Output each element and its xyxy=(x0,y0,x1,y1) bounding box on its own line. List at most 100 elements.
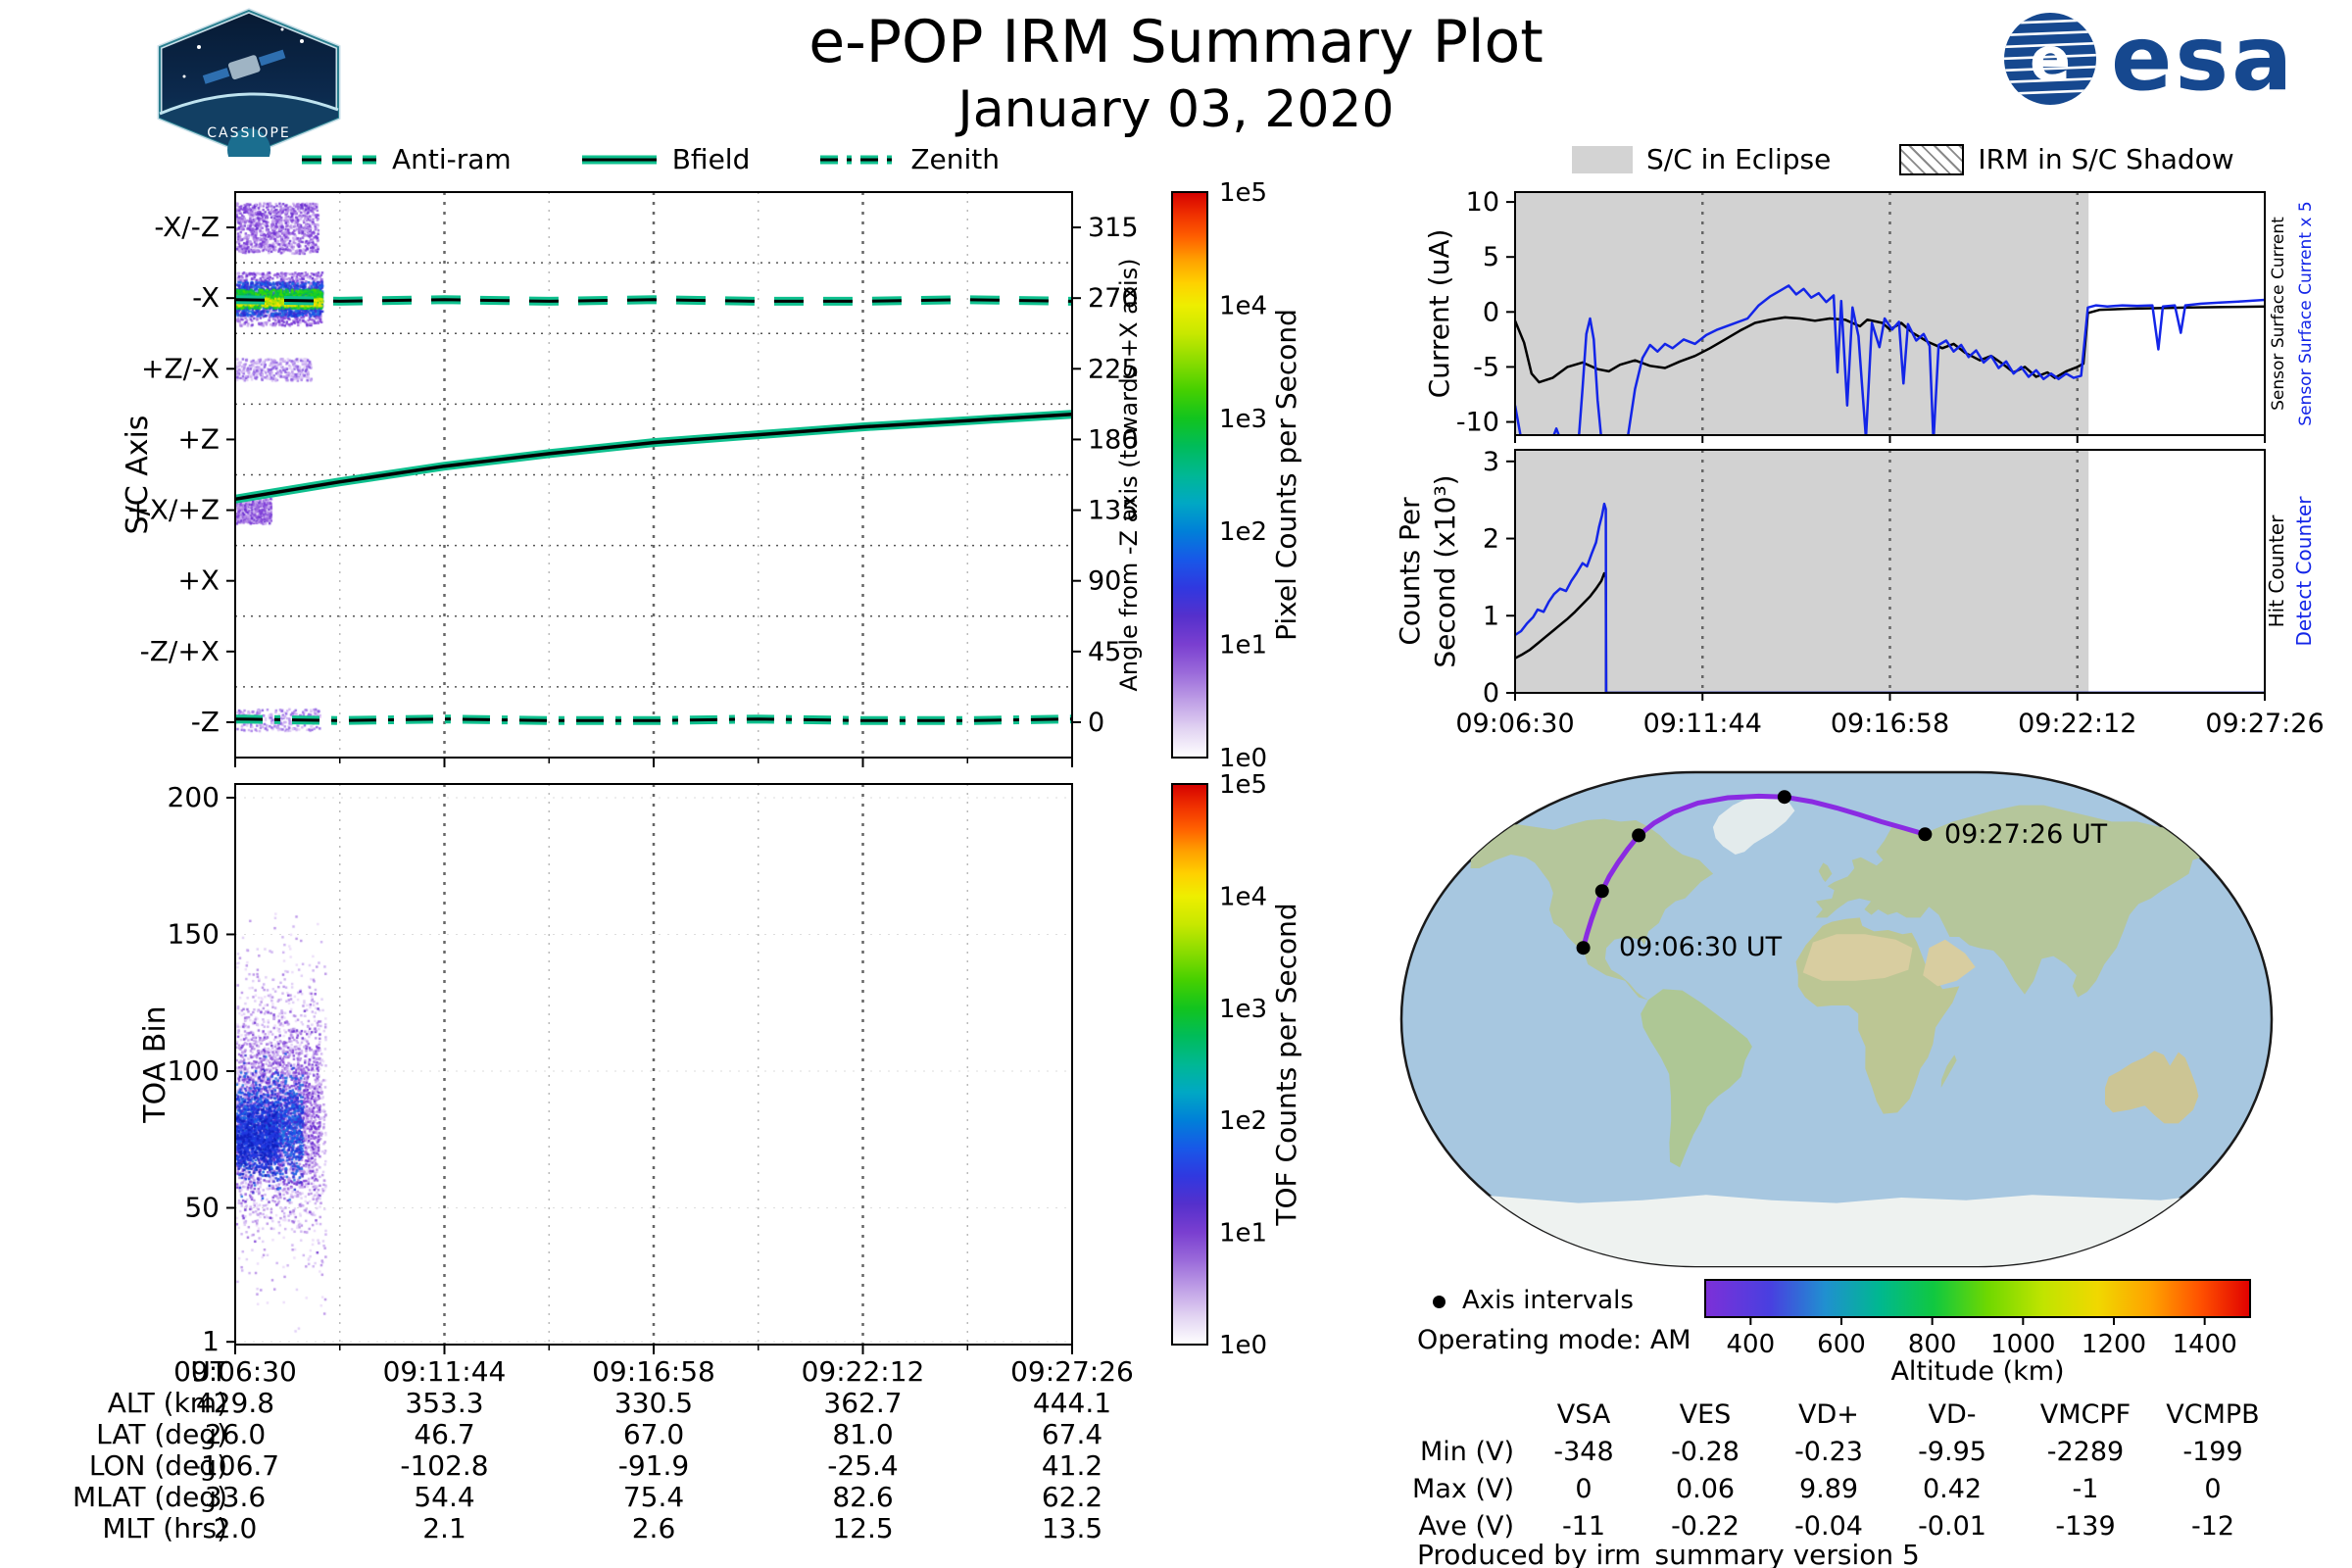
sc-axis-tick-label: -Z xyxy=(191,706,220,738)
sc-axis-tick-label: +Z xyxy=(177,422,220,455)
colorbar-tick-label: 1e4 xyxy=(1219,882,1267,911)
angle-tick-label: 270 xyxy=(1088,283,1139,314)
voltage-value: -199 xyxy=(2182,1437,2243,1467)
altitude-tick-label: 1200 xyxy=(2082,1330,2146,1359)
ephemeris-value: 82.6 xyxy=(832,1481,894,1513)
ephemeris-value: 09:11:44 xyxy=(382,1355,507,1388)
voltage-value: 0.06 xyxy=(1675,1474,1736,1504)
ephemeris-row-label: UT xyxy=(190,1355,227,1388)
ephemeris-value: 429.8 xyxy=(195,1387,275,1419)
ephemeris-value: 54.4 xyxy=(414,1481,475,1513)
footer-version-text: Produced by irm_summary version 5 xyxy=(1417,1539,1920,1568)
ephemeris-value: 75.4 xyxy=(622,1481,685,1513)
ephemeris-value: 46.7 xyxy=(414,1418,475,1450)
colorbar-tick-label: 1e5 xyxy=(1219,770,1267,800)
ephemeris-value: -106.7 xyxy=(190,1449,280,1482)
ephemeris-value: -91.9 xyxy=(617,1449,690,1482)
ephemeris-value: -102.8 xyxy=(400,1449,489,1482)
cassiope-patch-art: CASSIOPE xyxy=(157,8,341,172)
voltage-column-header: VMCPF xyxy=(2039,1399,2132,1430)
cassiope-mission-patch: CASSIOPE xyxy=(145,8,353,172)
y-tick-label: 1 xyxy=(1483,601,1499,631)
ephemeris-row-label: LON (deg) xyxy=(88,1449,227,1482)
toa-tick-label: 150 xyxy=(168,917,220,950)
voltage-value: -139 xyxy=(2055,1511,2116,1542)
ephemeris-value: 353.3 xyxy=(405,1387,484,1419)
voltage-value: -0.01 xyxy=(1918,1511,1986,1542)
y-tick-label: -10 xyxy=(1456,408,1499,438)
patch-mission-name: CASSIOPE xyxy=(207,125,291,141)
colorbar-tick-label: 1e0 xyxy=(1219,744,1267,773)
svg-text:e: e xyxy=(2030,24,2071,95)
colorbar-tick-label: 1e1 xyxy=(1219,1219,1267,1249)
map-start-time-label: 09:06:30 UT xyxy=(1619,932,1783,962)
colorbar-tick-label: 1e2 xyxy=(1219,517,1267,547)
hit-counter-label: Hit Counter xyxy=(2265,514,2288,627)
axis-intervals-label: Axis intervals xyxy=(1462,1286,1634,1315)
toa-bin-ylabel: TOA Bin xyxy=(138,1005,172,1123)
voltage-value: -11 xyxy=(1561,1511,1606,1542)
colorbar-tick-label: 1e4 xyxy=(1219,291,1267,320)
colorbar-tick-label: 1e3 xyxy=(1219,405,1267,434)
voltage-value: 0 xyxy=(1575,1474,1592,1504)
angle-tick-label: 180 xyxy=(1088,424,1139,455)
voltage-value: -0.23 xyxy=(1794,1437,1863,1467)
esa-wordmark: esa xyxy=(2111,6,2296,111)
esa-globe-icon: e xyxy=(2004,13,2096,105)
toa-tick-label: 100 xyxy=(168,1054,220,1087)
altitude-colorbar-label: Altitude (km) xyxy=(1890,1356,2065,1387)
toa-tick-label: 50 xyxy=(184,1191,220,1223)
legend-eclipse-label: S/C in Eclipse xyxy=(1646,143,1832,175)
angle-tick-label: 90 xyxy=(1088,566,1121,597)
voltage-column-header: VD- xyxy=(1928,1399,1977,1430)
y-tick-label: 5 xyxy=(1483,242,1499,272)
operating-mode-label: Operating mode: AM xyxy=(1417,1325,1691,1355)
altitude-tick-label: 1400 xyxy=(2173,1330,2237,1359)
ephemeris-value: 2.6 xyxy=(631,1512,676,1544)
sc-axis-tick-label: -X/-Z xyxy=(154,211,220,243)
time-tick-label: 09:27:26 xyxy=(2205,709,2324,739)
time-tick-label: 09:16:58 xyxy=(1831,709,1949,739)
ephemeris-value: 09:27:26 xyxy=(1010,1355,1134,1388)
ephemeris-value: 26.0 xyxy=(204,1418,267,1450)
voltage-value: -0.28 xyxy=(1671,1437,1740,1467)
tof-counts-colorbar-label: TOF Counts per Second xyxy=(1270,903,1302,1226)
map-end-time-label: 09:27:26 UT xyxy=(1944,819,2108,850)
ephemeris-value: 2.1 xyxy=(422,1512,466,1544)
voltage-value: 0.42 xyxy=(1922,1474,1983,1504)
time-tick-label: 09:22:12 xyxy=(2018,709,2136,739)
voltage-row-label: Max (V) xyxy=(1412,1474,1514,1504)
ephemeris-row-label: MLAT (deg) xyxy=(72,1481,227,1513)
ephemeris-value: 09:06:30 xyxy=(173,1355,297,1388)
voltage-column-header: VES xyxy=(1679,1399,1732,1430)
sc-axis-tick-label: +X/+Z xyxy=(126,494,220,526)
colorbar-tick-label: 1e0 xyxy=(1219,1331,1267,1360)
ephemeris-value: 33.6 xyxy=(204,1481,267,1513)
ephemeris-value: 09:16:58 xyxy=(592,1355,715,1388)
ephemeris-value: 330.5 xyxy=(613,1387,694,1419)
y-tick-label: 3 xyxy=(1483,447,1499,477)
header: e-POP IRM Summary Plot January 03, 2020 xyxy=(686,8,1666,139)
voltage-value: -348 xyxy=(1553,1437,1614,1467)
angle-axis-label: Angle from -Z axis (towards +X axis) xyxy=(1115,258,1143,691)
y-tick-label: 2 xyxy=(1483,524,1499,555)
detect-counter-label: Detect Counter xyxy=(2292,496,2316,647)
angle-tick-label: 45 xyxy=(1088,637,1121,667)
angle-tick-label: 0 xyxy=(1088,708,1104,738)
time-tick-label: 09:06:30 xyxy=(1455,709,1574,739)
voltage-column-header: VSA xyxy=(1556,1399,1611,1430)
voltage-column-header: VD+ xyxy=(1798,1399,1859,1430)
esa-logo: e esa xyxy=(1999,8,2295,110)
voltage-row-label: Ave (V) xyxy=(1418,1511,1514,1542)
ephemeris-value: 41.2 xyxy=(1041,1449,1103,1482)
pixel-counts-colorbar-label: Pixel Counts per Second xyxy=(1270,309,1302,641)
voltage-value: -0.04 xyxy=(1794,1511,1863,1542)
angle-tick-label: 135 xyxy=(1088,496,1139,526)
ephemeris-value: 13.5 xyxy=(1041,1512,1103,1544)
y-tick-label: 0 xyxy=(1483,297,1499,327)
bfield-line-sample xyxy=(581,155,657,164)
current-ylabel: Current (uA) xyxy=(1423,229,1455,399)
angle-tick-label: 225 xyxy=(1088,354,1139,384)
page-title: e-POP IRM Summary Plot xyxy=(808,8,1544,76)
